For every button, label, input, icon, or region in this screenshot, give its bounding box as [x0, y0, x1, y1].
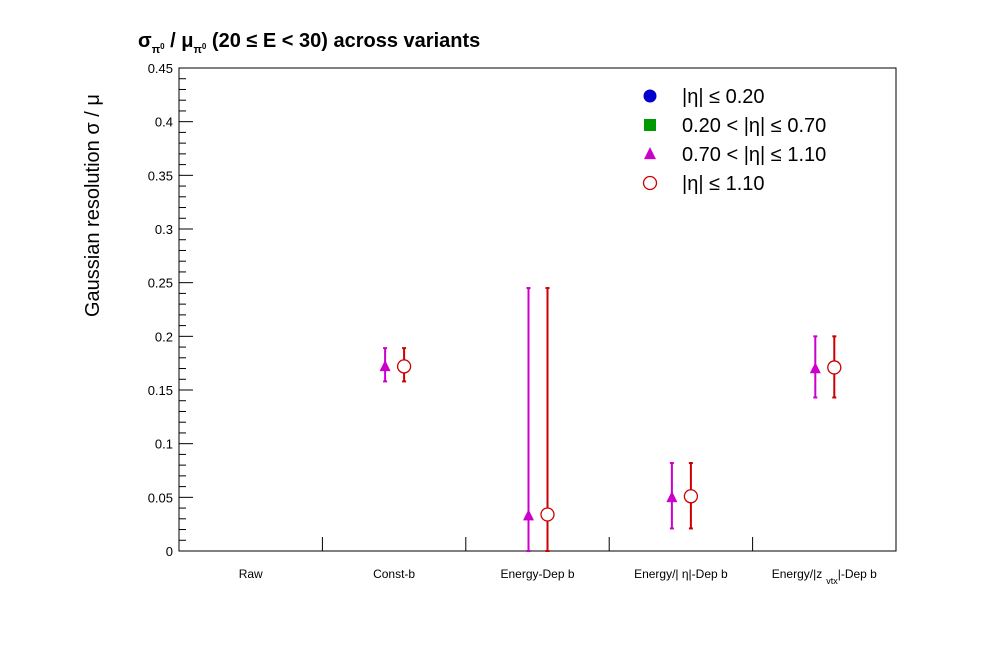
x-category-label: Energy/|z vtx|-Dep b — [772, 567, 877, 586]
y-tick-label: 0 — [166, 544, 173, 559]
y-tick-label: 0.3 — [155, 222, 173, 237]
data-marks — [379, 287, 842, 552]
legend-marker — [642, 175, 658, 191]
y-axis: 0 0.05 0.1 0.15 0.2 0.25 0.3 0.35 0.4 0.45 — [148, 61, 193, 559]
legend-label: |η| ≤ 1.10 — [682, 173, 765, 195]
y-tick-label: 0.05 — [148, 490, 173, 505]
y-tick-label: 0.4 — [155, 115, 173, 130]
legend: |η| ≤ 0.20 0.20 < |η| ≤ 0.70 0.70 < |η| ≤ … — [642, 86, 826, 195]
x-category-label: Const-b — [373, 567, 415, 581]
data-point — [827, 360, 842, 375]
y-tick-label: 0.2 — [155, 329, 173, 344]
x-category-label: Energy/| η|-Dep b — [634, 567, 728, 581]
data-point — [683, 489, 699, 504]
y-tick-label: 0.35 — [148, 168, 173, 183]
data-point — [396, 359, 412, 374]
legend-marker — [644, 119, 656, 131]
y-tick-label: 0.25 — [148, 276, 173, 291]
x-category-label: Energy-Dep b — [500, 567, 574, 581]
data-point — [540, 507, 555, 522]
y-tick-label: 0.45 — [148, 61, 173, 76]
data-point — [379, 360, 391, 372]
chart-title: σπ0 / μπ0 (20 ≤ E < 30) across variants — [138, 30, 480, 56]
data-point — [666, 491, 678, 503]
y-tick-label: 0.15 — [148, 383, 173, 398]
legend-label: 0.70 < |η| ≤ 1.10 — [682, 144, 826, 166]
legend-marker — [643, 89, 657, 103]
y-tick-label: 0.1 — [155, 437, 173, 452]
x-category-label: Raw — [239, 567, 263, 581]
x-axis: Raw Const-b Energy-Dep b Energy/| η|-Dep b E… — [239, 537, 877, 586]
legend-label: |η| ≤ 0.20 — [682, 86, 765, 108]
legend-label: 0.20 < |η| ≤ 0.70 — [682, 115, 826, 137]
y-axis-label: Gaussian resolution σ / μ — [82, 94, 104, 317]
data-point — [809, 362, 821, 374]
plot-frame — [178, 67, 897, 552]
legend-marker — [644, 147, 656, 160]
data-point — [523, 509, 534, 521]
